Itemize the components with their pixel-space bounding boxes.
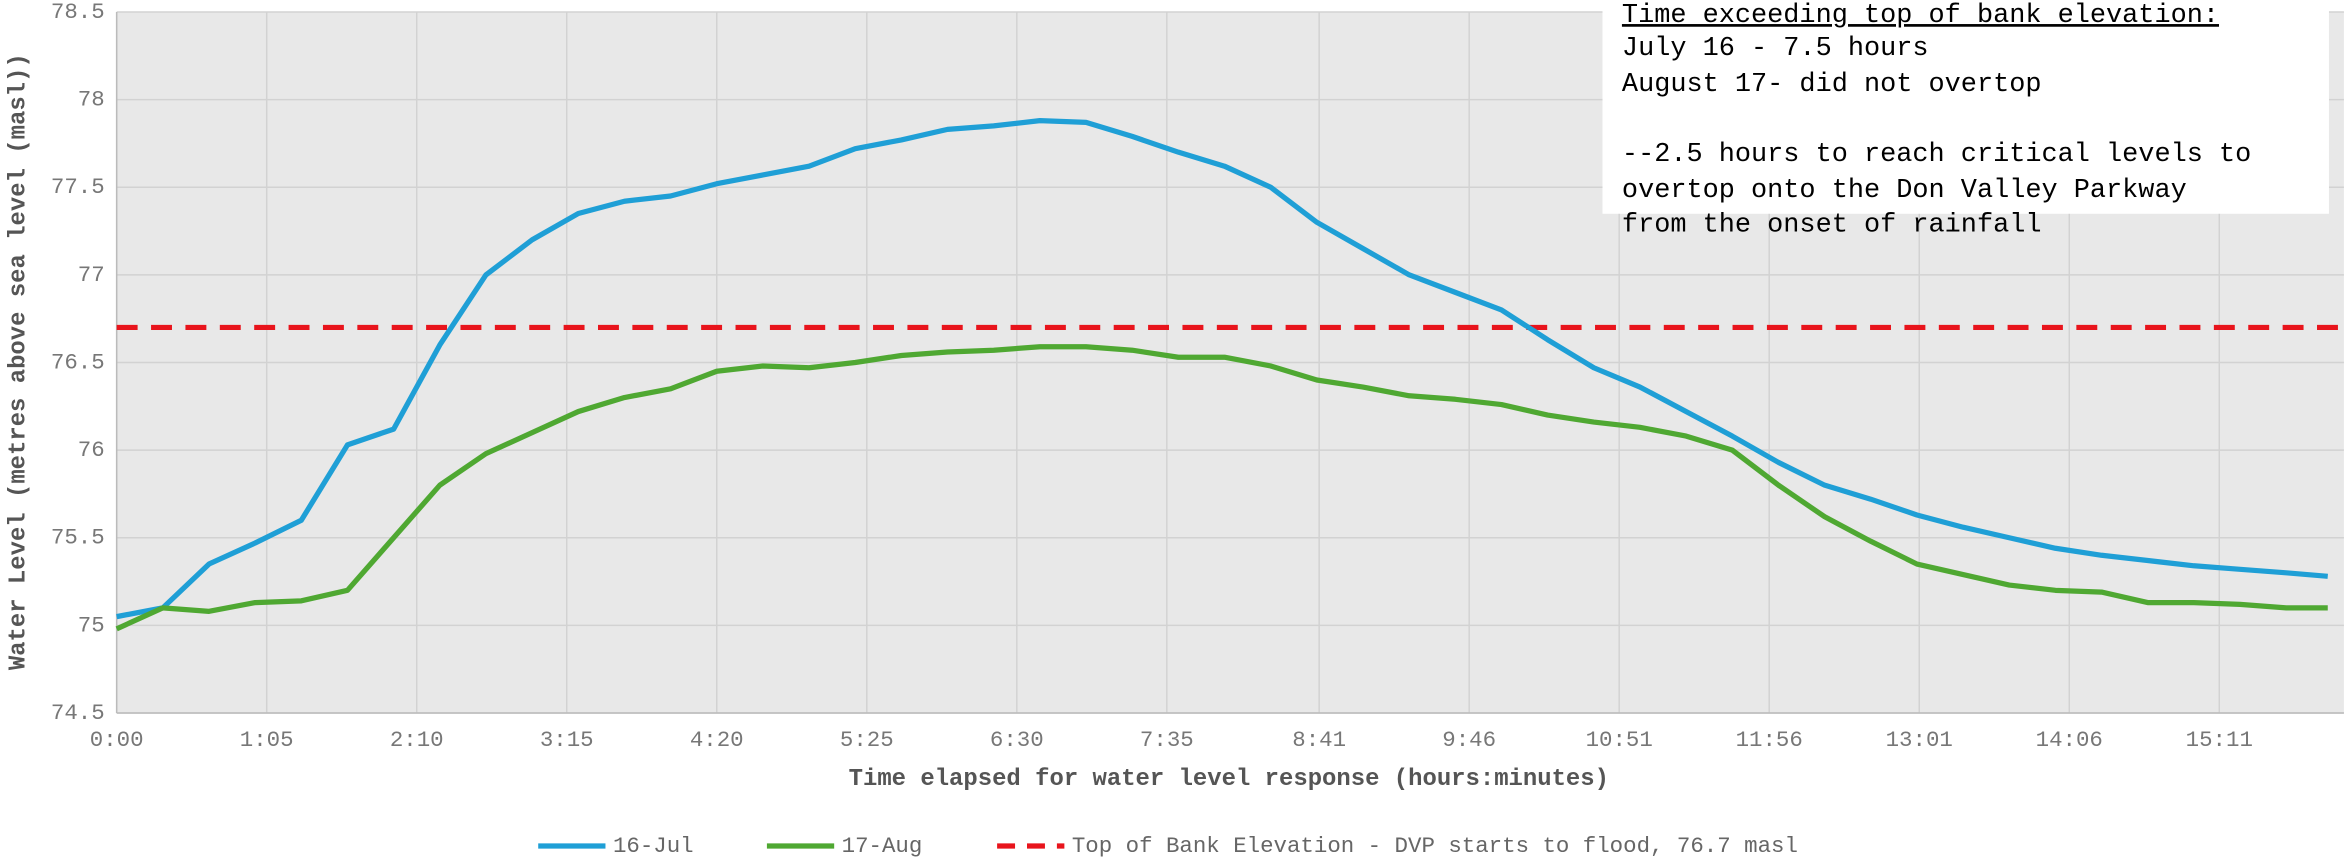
annotation-box: [1602, 0, 2329, 214]
annotation-line: --2.5 hours to reach critical levels to: [1622, 140, 2251, 170]
x-tick-label: 5:25: [840, 727, 894, 753]
x-tick-label: 7:35: [1140, 727, 1194, 753]
series-line: [115, 344, 2328, 632]
annotation-title: Time exceeding top of bank elevation:: [1622, 1, 2219, 31]
legend-label: 17-Aug: [842, 833, 923, 859]
annotation-line: from the onset of rainfall: [1622, 210, 2042, 240]
annotation-line: July 16 - 7.5 hours: [1622, 34, 1929, 64]
x-tick-label: 9:46: [1442, 727, 1496, 753]
x-tick-label: 13:01: [1886, 727, 1953, 753]
x-tick-label: 6:30: [990, 727, 1044, 753]
x-tick-label: 1:05: [240, 727, 294, 753]
y-axis-title: Water Level (metres above sea level (mas…: [5, 53, 32, 670]
y-tick-label: 75: [78, 612, 105, 638]
x-tick-label: 2:10: [390, 727, 444, 753]
x-tick-label: 8:41: [1292, 727, 1346, 753]
annotation-line: August 17- did not overtop: [1622, 70, 2042, 100]
y-tick-label: 74.5: [51, 700, 105, 726]
y-tick-label: 78.5: [51, 0, 105, 25]
y-tick-label: 76.5: [51, 349, 105, 375]
y-tick-label: 77.5: [51, 174, 105, 200]
series-line: [116, 118, 2328, 620]
x-axis-title: Time elapsed for water level response (h…: [849, 766, 1609, 793]
annotation-line: overtop onto the Don Valley Parkway: [1622, 176, 2187, 206]
x-tick-label: 4:20: [690, 727, 744, 753]
legend-label: 16-Jul: [613, 833, 694, 859]
legend-label: Top of Bank Elevation - DVP starts to fl…: [1072, 833, 1798, 859]
x-tick-label: 3:15: [540, 727, 594, 753]
y-tick-label: 78: [78, 87, 105, 113]
y-tick-label: 75.5: [51, 525, 105, 551]
y-tick-label: 77: [78, 262, 105, 288]
x-tick-label: 0:00: [90, 727, 144, 753]
x-tick-label: 10:51: [1586, 727, 1653, 753]
x-tick-label: 11:56: [1736, 727, 1803, 753]
x-tick-label: 14:06: [2036, 727, 2103, 753]
y-tick-label: 76: [78, 437, 105, 463]
x-tick-label: 15:11: [2186, 727, 2253, 753]
